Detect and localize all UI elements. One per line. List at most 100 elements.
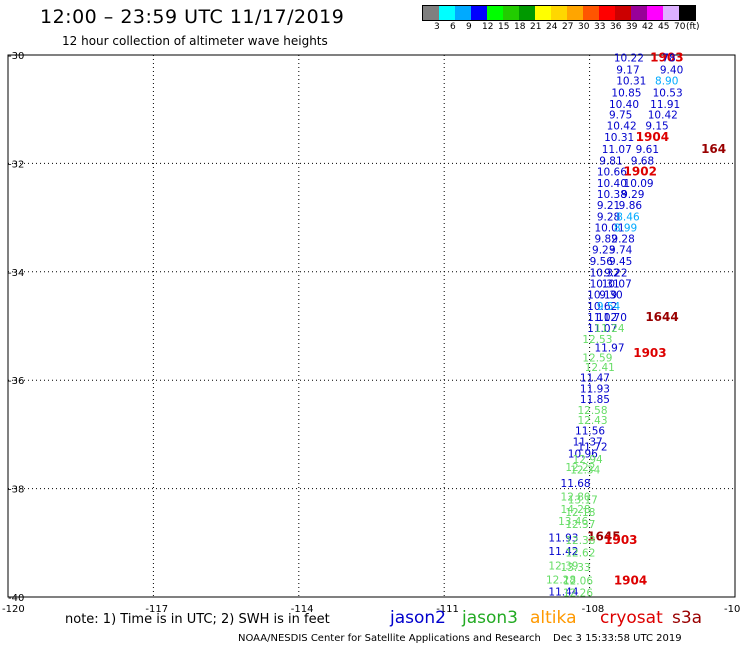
wave-height-label: 10.22 — [614, 53, 644, 65]
wave-height-label: 10.31 — [590, 279, 620, 291]
lon-tick-label: -120 — [2, 604, 25, 615]
wave-height-label: 10.40 — [597, 178, 627, 190]
legend-label: 6 — [450, 22, 456, 32]
wave-height-label: 11.91 — [650, 99, 680, 111]
time-label: 1645 — [587, 529, 620, 543]
wave-height-label: 9.74 — [609, 245, 633, 257]
legend-swatch — [551, 6, 567, 20]
wave-height-label: 12.43 — [577, 415, 607, 427]
wave-height-label: 12.37 — [565, 519, 595, 531]
time-label: 1903 — [650, 51, 683, 65]
lat-tick-label: -36 — [8, 376, 24, 387]
wave-height-label: 12.26 — [563, 588, 593, 600]
wave-height-label: 11.24 — [594, 323, 624, 335]
wave-height-label: 11.02 — [587, 312, 617, 324]
mission-altika: altika — [530, 608, 577, 628]
lat-tick-label: -32 — [8, 159, 24, 170]
wave-height-label: 12.39 — [548, 561, 578, 573]
wave-height-label: 12.18 — [565, 507, 595, 519]
legend-swatch — [599, 6, 615, 20]
legend-label: 30 — [578, 22, 590, 32]
wave-height-label: 9.75 — [609, 110, 632, 122]
legend-swatch — [583, 6, 599, 20]
wave-height-label: 10.09 — [624, 178, 654, 190]
wave-height-label: 9.81 — [599, 156, 622, 168]
wave-height-label: 13.17 — [568, 494, 598, 506]
lon-tick-label: -114 — [291, 604, 314, 615]
wave-height-label: 10.31 — [604, 132, 634, 144]
wave-height-label: 12.62 — [565, 548, 595, 560]
wave-height-label: 9.86 — [619, 200, 643, 212]
map-axis-labels: -30 -32 -34 -36 -38 -40-120 -117 -114 -111 -108 -1… — [2, 51, 740, 615]
map-grid — [7, 54, 736, 598]
time-label: 164 — [701, 142, 726, 156]
wave-height-label: 10.66 — [597, 167, 627, 179]
legend-swatch — [519, 6, 535, 20]
wave-height-label: 8.90 — [655, 75, 678, 87]
legend-label: 36 — [610, 22, 622, 32]
mission-s3a: s3a — [672, 608, 703, 628]
mission-jason2: jason2 — [390, 608, 446, 628]
wave-height-label: 9.21 — [597, 200, 620, 212]
wave-height-label: 12.80 — [561, 492, 591, 504]
wave-height-label: 9.28 — [597, 212, 620, 224]
map-border — [7, 54, 736, 598]
wave-height-label: 9.30 — [599, 290, 622, 302]
lon-tick-label: -111 — [436, 604, 459, 615]
wave-height-label: 12.53 — [582, 334, 612, 346]
wave-height-label: 10.32 — [590, 267, 620, 279]
wave-height-label: 10.07 — [602, 279, 632, 291]
wave-height-label: 11.93 — [548, 532, 578, 544]
legend-label: 42 — [642, 22, 654, 32]
legend-label: 24 — [546, 22, 558, 32]
wave-height-label: 12.28 — [546, 575, 576, 587]
wave-height-label: 10.96 — [568, 448, 598, 460]
legend-swatch — [423, 6, 439, 20]
wave-height-label: 10.42 — [648, 110, 678, 122]
wave-height-label: 13.33 — [561, 562, 591, 574]
wave-height-label: 9.45 — [609, 256, 632, 268]
wave-height-label: 8.99 — [614, 222, 637, 234]
legend-label: 21 — [530, 22, 542, 32]
wave-height-label: 11.85 — [580, 394, 610, 406]
mission-jason3: jason3 — [462, 608, 518, 628]
legend-swatch — [455, 6, 471, 20]
wave-height-label: 9.28 — [611, 234, 634, 246]
lat-tick-label: -40 — [8, 593, 24, 604]
wave-height-label: 12.06 — [563, 576, 593, 588]
wave-height-label: 10.62 — [587, 301, 617, 313]
wave-height-label: 11.70 — [597, 312, 627, 324]
wave-height-label: 10.40 — [609, 99, 639, 111]
wave-height-label: 9.54 — [597, 301, 621, 313]
time-label: 1903 — [633, 346, 666, 360]
wave-height-label: 11.97 — [594, 343, 624, 355]
wave-height-label: 11.47 — [580, 372, 610, 384]
wave-height-label: 10.38 — [597, 189, 627, 201]
legend-label: 15 — [498, 22, 510, 32]
mission-cryosat: cryosat — [600, 608, 663, 628]
time-label: 1644 — [645, 310, 678, 324]
legend-label: (ft) — [686, 22, 700, 32]
legend-label: 39 — [626, 22, 638, 32]
wave-height-label: 9.56 — [590, 256, 614, 268]
legend-swatch — [615, 6, 631, 20]
wave-height-label: 12.58 — [577, 405, 607, 417]
wave-height-label: 9.61 — [636, 144, 659, 156]
wave-height-label: 9.29 — [621, 189, 644, 201]
legend-swatch — [647, 6, 663, 20]
legend-swatch — [679, 6, 695, 20]
legend-label: 9 — [466, 22, 472, 32]
time-label: 1904 — [614, 574, 647, 588]
wave-height-label: 9.22 — [604, 267, 627, 279]
footer-note: note: 1) Time is in UTC; 2) SWH is in fe… — [65, 612, 330, 627]
wave-height-label: 10.53 — [653, 87, 683, 99]
page-subtitle: 12 hour collection of altimeter wave hei… — [62, 34, 328, 48]
legend-swatch — [631, 6, 647, 20]
wave-height-label: 12.59 — [582, 352, 612, 364]
lat-tick-label: -34 — [8, 268, 24, 279]
legend-label: 70 — [674, 22, 686, 32]
time-label: 1903 — [604, 533, 637, 547]
lon-tick-label: -10 — [724, 604, 740, 615]
wave-height-label: 12.38 — [565, 535, 595, 547]
